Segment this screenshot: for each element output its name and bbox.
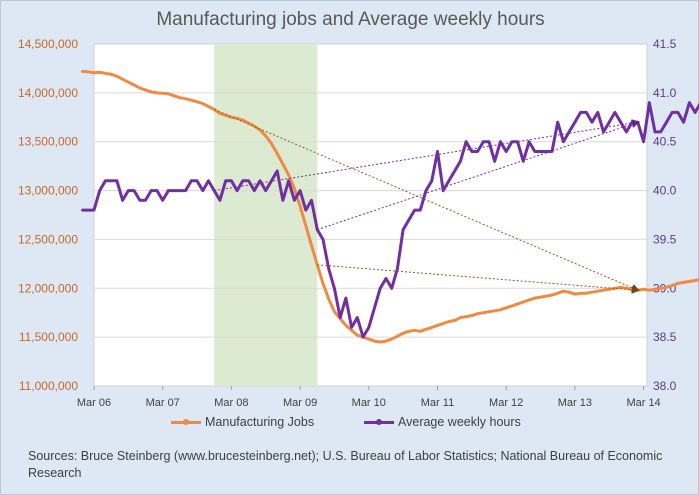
trend-arrow (214, 109, 640, 292)
y-left-tick-label: 14,500,000 (18, 37, 78, 51)
annotation-layer (214, 109, 640, 294)
series-line-average-weekly-hours (81, 101, 699, 339)
legend-label-average-weekly-hours: Average weekly hours (398, 415, 521, 429)
x-tick-label: Mar 11 (421, 397, 454, 409)
legend: Manufacturing Jobs Average weekly hours (1, 415, 699, 435)
legend-item-average-weekly-hours: Average weekly hours (364, 415, 521, 429)
trend-arrow (214, 119, 640, 192)
recession-band (214, 44, 318, 386)
legend-swatch-manufacturing-jobs (171, 416, 201, 428)
x-tick-label: Mar 09 (283, 397, 317, 409)
y-right-tick-label: 39.5 (653, 232, 677, 246)
x-tick-label: Mar 14 (626, 397, 660, 409)
source-note: Sources: Bruce Steinberg (www.brucestein… (28, 449, 663, 480)
x-tick-label: Mar 07 (146, 397, 180, 409)
plot-area (93, 43, 648, 387)
y-right-tick-label: 38.0 (653, 379, 677, 393)
y-left-tick-label: 14,000,000 (18, 86, 78, 100)
x-tick-label: Mar 08 (214, 397, 248, 409)
series-line-manufacturing-jobs (81, 69, 699, 344)
chart-svg: 11,000,000 11,500,000 12,000,000 12,500,000… (18, 37, 699, 409)
x-tick-label: Mar 12 (489, 397, 523, 409)
series-layer (81, 69, 699, 344)
y-left-tick-label: 12,500,000 (18, 232, 78, 246)
y-right-tick-label: 38.5 (653, 330, 677, 344)
legend-label-manufacturing-jobs: Manufacturing Jobs (205, 415, 315, 429)
trend-arrow (317, 264, 640, 294)
legend-item-manufacturing-jobs: Manufacturing Jobs (171, 415, 314, 429)
legend-swatch-average-weekly-hours (364, 416, 394, 428)
y-left-tick-label: 12,000,000 (18, 281, 78, 295)
axis-layer: 11,000,000 11,500,000 12,000,000 12,500,000… (18, 37, 677, 409)
recession-shading-layer (214, 44, 318, 386)
chart-title: Manufacturing jobs and Average weekly ho… (156, 9, 545, 30)
y-left-tick-label: 13,500,000 (18, 135, 78, 149)
x-tick-label: Mar 06 (77, 397, 111, 409)
x-tick-label: Mar 13 (558, 397, 592, 409)
y-right-tick-label: 40.0 (653, 184, 677, 198)
y-right-tick-label: 41.0 (653, 86, 677, 100)
y-left-tick-label: 11,000,000 (19, 379, 78, 393)
y-right-tick-label: 41.5 (653, 37, 677, 51)
y-right-tick-label: 40.5 (653, 135, 677, 149)
x-tick-label: Mar 10 (352, 397, 386, 409)
y-left-tick-label: 11,500,000 (19, 330, 78, 344)
trend-arrow (317, 120, 640, 231)
y-left-tick-label: 13,000,000 (18, 184, 78, 198)
